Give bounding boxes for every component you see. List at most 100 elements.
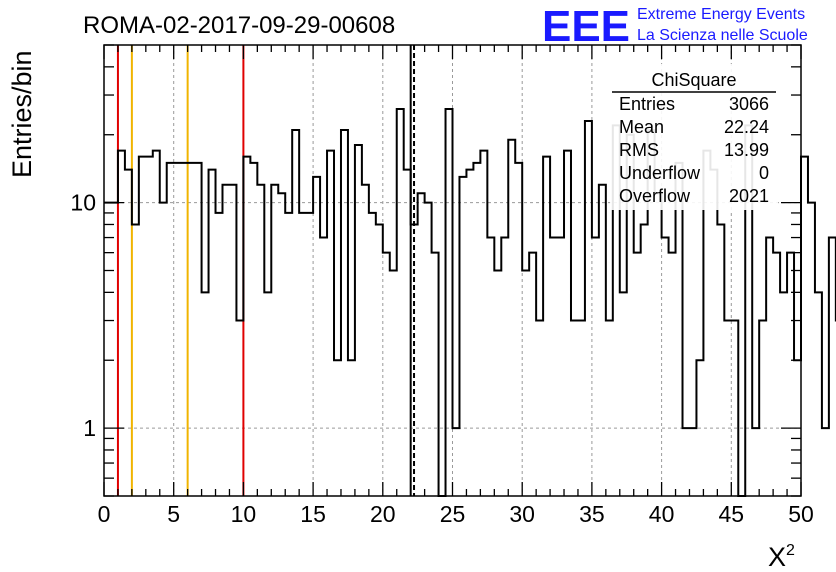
- x-tick-label: 5: [167, 501, 180, 527]
- histogram-bin: [487, 238, 494, 496]
- x-tick-label: 50: [788, 501, 814, 527]
- histogram-bin: [787, 253, 794, 496]
- y-axis-label: Entries/bin: [7, 50, 37, 178]
- histogram-bin: [418, 193, 425, 496]
- histogram-bin: [689, 428, 696, 496]
- histogram-bin: [669, 253, 676, 496]
- histogram-bin: [536, 321, 543, 496]
- histogram-bin: [160, 203, 167, 496]
- tick-labels: 0 5 10 15 20 25 30 35 40 45 50 1 10: [70, 190, 813, 527]
- eee-logo: EEE: [542, 2, 630, 51]
- histogram-bin: [683, 428, 690, 496]
- histogram-bin: [696, 360, 703, 496]
- brand-line-2: La Scienza nelle Scuole: [637, 27, 808, 44]
- histogram-bin: [710, 170, 717, 496]
- histogram-bin: [522, 271, 529, 497]
- y-tick-label: 1: [83, 415, 96, 441]
- x-tick-label: 35: [579, 501, 605, 527]
- histogram-bin: [153, 151, 160, 496]
- histogram-bin: [501, 238, 508, 496]
- histogram-series: [104, 108, 836, 497]
- histogram-bin: [132, 224, 139, 496]
- threshold-markers: [116, 45, 245, 496]
- histogram-bin: [195, 163, 202, 496]
- histogram-bin: [473, 163, 480, 496]
- histogram-bin: [641, 224, 648, 496]
- y-tick-label: 10: [70, 190, 96, 216]
- histogram-bin: [264, 292, 271, 496]
- histogram-bin: [125, 170, 132, 496]
- stats-value: 13.99: [724, 140, 769, 160]
- x-tick-label: 0: [98, 501, 111, 527]
- histogram-bin: [139, 157, 146, 496]
- histogram-bin: [299, 213, 306, 496]
- histogram-bin: [397, 109, 404, 496]
- stats-value: 3066: [729, 94, 769, 114]
- histogram-bin: [285, 213, 292, 496]
- histogram-bin: [229, 185, 236, 496]
- histogram-bin: [111, 203, 118, 496]
- histogram-bin: [515, 163, 522, 496]
- histogram-bin: [634, 253, 641, 496]
- histogram-bin: [306, 213, 313, 496]
- histogram-bin: [278, 193, 285, 496]
- stats-label: RMS: [619, 140, 659, 160]
- histogram-bin: [543, 157, 550, 496]
- histogram-bin: [578, 321, 585, 496]
- histogram-bin: [585, 121, 592, 496]
- histogram-bin: [355, 145, 362, 496]
- x-tick-label: 10: [231, 501, 257, 527]
- histogram-bin: [529, 253, 536, 496]
- stats-value: 22.24: [724, 117, 769, 137]
- histogram-bin: [508, 140, 515, 496]
- histogram-bin: [620, 292, 627, 496]
- stats-title: ChiSquare: [651, 70, 736, 90]
- histogram-bin: [334, 360, 341, 496]
- chart-title: ROMA-02-2017-09-29-00608: [83, 12, 395, 39]
- histogram-bin: [592, 238, 599, 496]
- x-tick-label: 30: [509, 501, 535, 527]
- axis-ticks: [103, 44, 802, 497]
- histogram-bin: [606, 321, 613, 496]
- stats-label: Underflow: [619, 163, 701, 183]
- histogram-bin: [181, 163, 188, 496]
- histogram-bin: [808, 203, 815, 496]
- histogram-bin: [480, 151, 487, 496]
- x-tick-label: 15: [300, 501, 326, 527]
- stats-label: Overflow: [619, 186, 691, 206]
- histogram-bin: [731, 321, 738, 496]
- histogram-bin: [815, 292, 822, 496]
- histogram-bin: [146, 157, 153, 496]
- x-tick-label: 45: [719, 501, 745, 527]
- histogram-bin: [453, 428, 460, 496]
- histogram-bin: [425, 203, 432, 496]
- histogram-bin: [174, 163, 181, 496]
- histogram-bin: [369, 213, 376, 496]
- stats-label: Mean: [619, 117, 664, 137]
- histogram-bin: [348, 360, 355, 496]
- histogram-bin: [676, 163, 683, 496]
- histogram-bin: [459, 177, 466, 496]
- histogram-bin: [236, 321, 243, 496]
- histogram-bin: [167, 163, 174, 496]
- histogram-bin: [759, 321, 766, 496]
- histogram-bin: [209, 170, 216, 496]
- histogram-bin: [216, 213, 223, 496]
- histogram-bin: [383, 253, 390, 496]
- histogram-bin: [362, 185, 369, 496]
- histogram-bin: [752, 428, 759, 496]
- histogram-bin: [724, 321, 731, 496]
- histogram-bin: [717, 224, 724, 496]
- x-tick-label: 25: [440, 501, 466, 527]
- x-axis-label: X2: [768, 542, 795, 572]
- stats-label: Entries: [619, 94, 675, 114]
- histogram-bin: [557, 238, 564, 496]
- mean-markers: [409, 45, 416, 496]
- histogram-bin: [550, 238, 557, 496]
- x-tick-label: 40: [649, 501, 675, 527]
- histogram-bin: [104, 203, 111, 496]
- stats-box: ChiSquare Entries 3066 Mean 22.24 RMS 13.99 Un…: [610, 64, 778, 210]
- histogram-bin: [313, 177, 320, 496]
- histogram-bin: [250, 163, 257, 496]
- histogram-bin: [202, 292, 209, 496]
